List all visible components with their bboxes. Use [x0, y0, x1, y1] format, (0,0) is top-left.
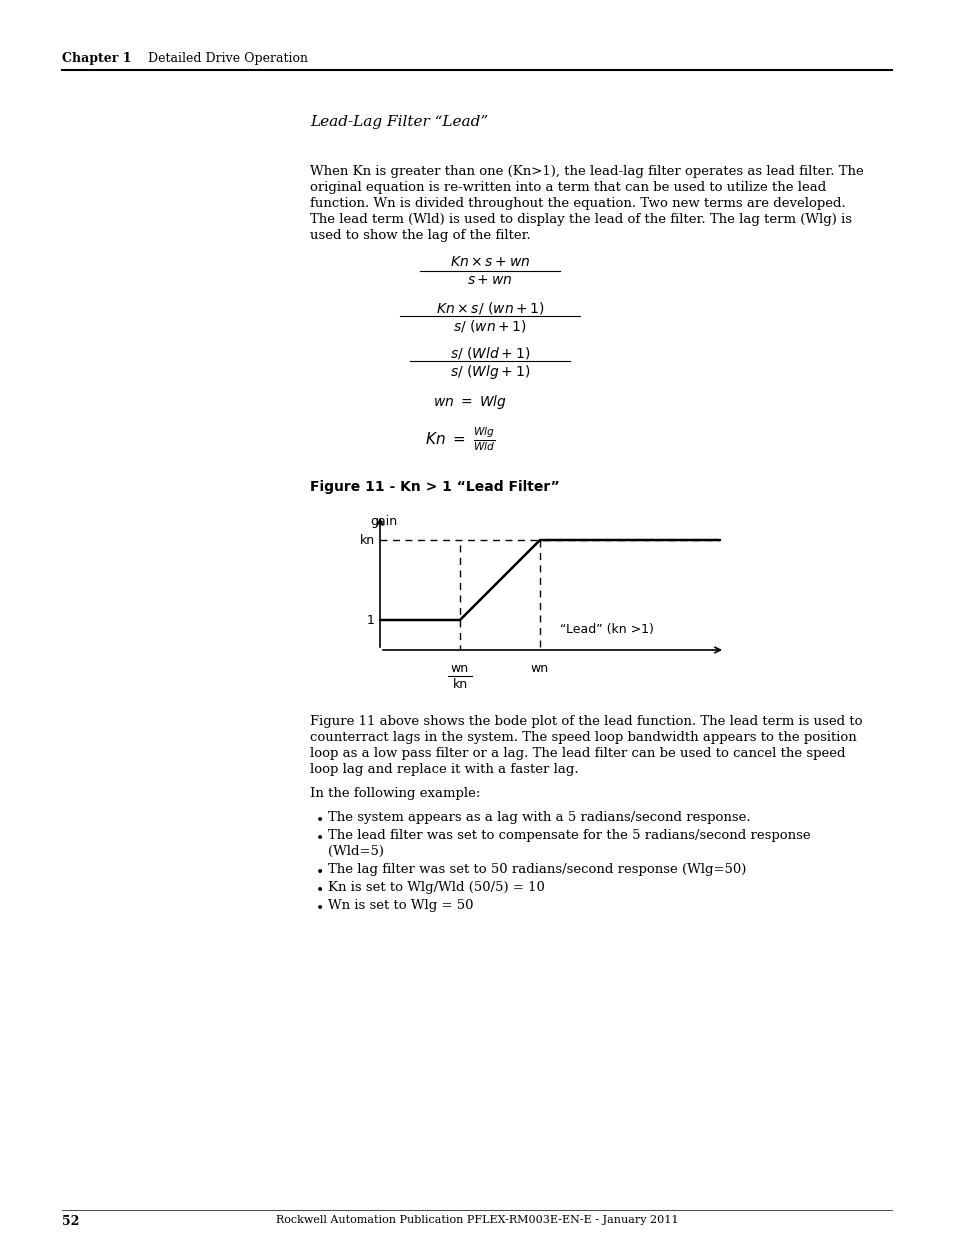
Text: $s/ \ (Wlg + 1)$: $s/ \ (Wlg + 1)$ — [450, 363, 530, 382]
Text: Wn is set to Wlg = 50: Wn is set to Wlg = 50 — [328, 899, 473, 911]
Text: The lead filter was set to compensate for the 5 radians/second response: The lead filter was set to compensate fo… — [328, 829, 810, 842]
Text: $Kn \times s/ \ (wn + 1)$: $Kn \times s/ \ (wn + 1)$ — [436, 300, 544, 316]
Text: $s/ \ (wn + 1)$: $s/ \ (wn + 1)$ — [453, 317, 526, 333]
Text: original equation is re-written into a term that can be used to utilize the lead: original equation is re-written into a t… — [310, 182, 825, 194]
Text: $wn \ = \ Wlg$: $wn \ = \ Wlg$ — [433, 393, 506, 411]
Text: Chapter 1: Chapter 1 — [62, 52, 132, 65]
Text: The system appears as a lag with a 5 radians/second response.: The system appears as a lag with a 5 rad… — [328, 811, 750, 824]
Text: function. Wn is divided throughout the equation. Two new terms are developed.: function. Wn is divided throughout the e… — [310, 198, 845, 210]
Text: •: • — [315, 884, 324, 898]
Text: The lag filter was set to 50 radians/second response (Wlg=50): The lag filter was set to 50 radians/sec… — [328, 863, 745, 876]
Text: Figure 11 above shows the bode plot of the lead function. The lead term is used : Figure 11 above shows the bode plot of t… — [310, 715, 862, 727]
Text: 52: 52 — [62, 1215, 79, 1228]
Text: •: • — [315, 814, 324, 827]
Text: Rockwell Automation Publication PFLEX-RM003E-EN-E - January 2011: Rockwell Automation Publication PFLEX-RM… — [275, 1215, 678, 1225]
Text: wn: wn — [531, 662, 549, 676]
Text: •: • — [315, 832, 324, 846]
Text: loop lag and replace it with a faster lag.: loop lag and replace it with a faster la… — [310, 763, 578, 776]
Text: Detailed Drive Operation: Detailed Drive Operation — [148, 52, 308, 65]
Text: used to show the lag of the filter.: used to show the lag of the filter. — [310, 228, 530, 242]
Text: “Lead” (kn >1): “Lead” (kn >1) — [559, 624, 653, 636]
Text: gain: gain — [370, 515, 396, 529]
Text: kn: kn — [452, 678, 467, 692]
Text: When Kn is greater than one (Kn>1), the lead-lag filter operates as lead filter.: When Kn is greater than one (Kn>1), the … — [310, 165, 862, 178]
Text: 1: 1 — [367, 614, 375, 626]
Text: Figure 11 - Kn > 1 “Lead Filter”: Figure 11 - Kn > 1 “Lead Filter” — [310, 480, 559, 494]
Text: loop as a low pass filter or a lag. The lead filter can be used to cancel the sp: loop as a low pass filter or a lag. The … — [310, 747, 844, 760]
Text: Lead-Lag Filter “Lead”: Lead-Lag Filter “Lead” — [310, 115, 488, 128]
Text: $Kn \times s + wn$: $Kn \times s + wn$ — [449, 254, 530, 269]
Text: kn: kn — [359, 534, 375, 547]
Text: $s/ \ (Wld + 1)$: $s/ \ (Wld + 1)$ — [450, 345, 530, 361]
Text: $Kn \ = \ \frac{Wlg}{Wld}$: $Kn \ = \ \frac{Wlg}{Wld}$ — [424, 425, 495, 453]
Text: counterract lags in the system. The speed loop bandwidth appears to the position: counterract lags in the system. The spee… — [310, 731, 856, 743]
Text: •: • — [315, 866, 324, 881]
Text: wn: wn — [451, 662, 469, 676]
Text: In the following example:: In the following example: — [310, 787, 480, 800]
Text: Kn is set to Wlg/Wld (50/5) = 10: Kn is set to Wlg/Wld (50/5) = 10 — [328, 881, 544, 894]
Text: (Wld=5): (Wld=5) — [328, 845, 384, 858]
Text: •: • — [315, 902, 324, 916]
Text: $s + wn$: $s + wn$ — [467, 273, 512, 287]
Text: The lead term (Wld) is used to display the lead of the filter. The lag term (Wlg: The lead term (Wld) is used to display t… — [310, 212, 851, 226]
